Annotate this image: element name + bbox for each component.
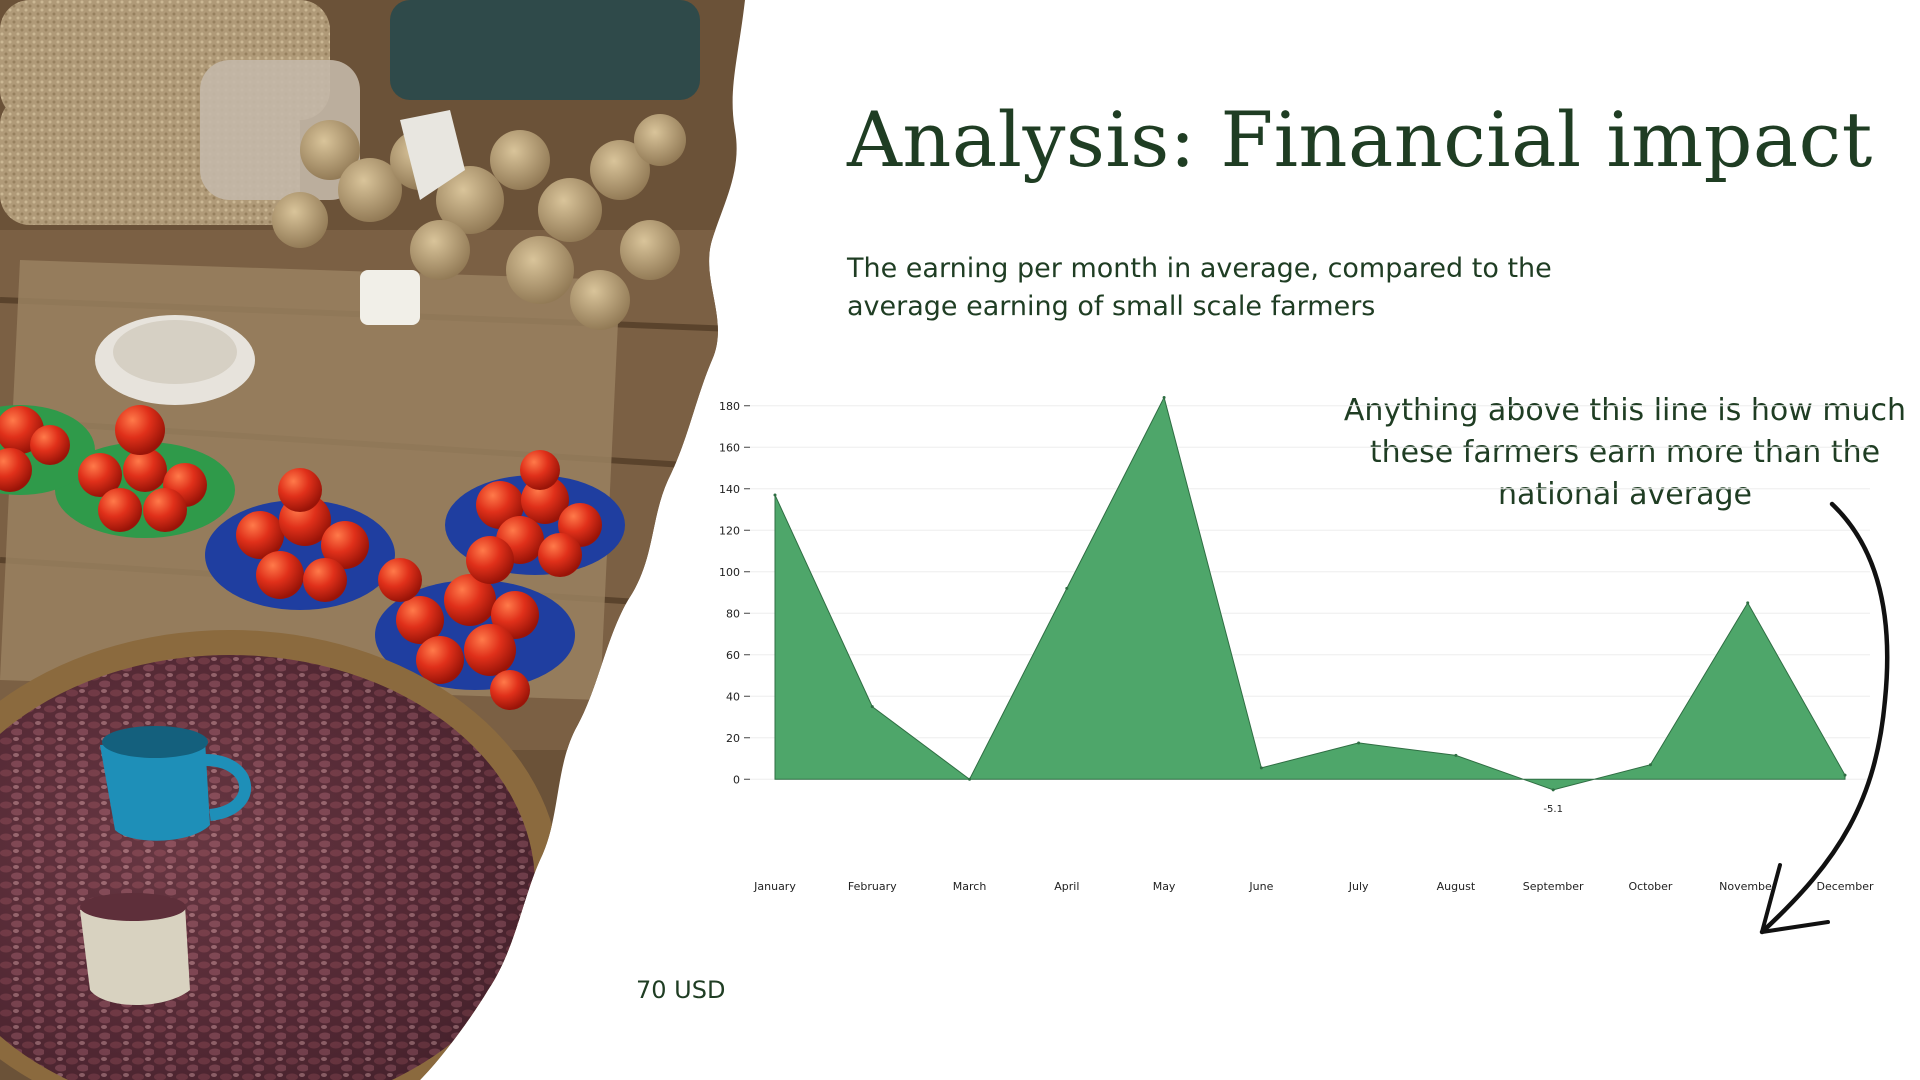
x-tick-label: March: [953, 880, 987, 893]
x-tick-label: January: [753, 880, 796, 893]
y-tick-label: 180: [719, 400, 740, 413]
data-point-september: [1551, 788, 1555, 792]
y-tick-label: 0: [733, 773, 740, 786]
x-tick-label: September: [1523, 880, 1584, 893]
data-point-january: [773, 493, 777, 497]
x-tick-label: June: [1248, 880, 1273, 893]
y-tick-label: 60: [726, 649, 740, 662]
data-point-august: [1454, 753, 1458, 757]
baseline-value-label: 70 USD: [636, 976, 726, 1004]
y-tick-label: 40: [726, 690, 740, 703]
data-point-april: [1065, 586, 1069, 590]
x-tick-label: April: [1054, 880, 1079, 893]
y-tick-label: 140: [719, 483, 740, 496]
data-point-june: [1259, 766, 1263, 770]
data-point-july: [1357, 741, 1361, 745]
area-series: [773, 395, 1847, 792]
x-tick-label: November: [1719, 880, 1777, 893]
area-chart: 0 20 40 60 80 100 120 140 160 180 January February…: [719, 395, 1874, 893]
y-tick-label: 20: [726, 732, 740, 745]
data-point-december: [1843, 773, 1847, 777]
data-labels: -5.1: [1543, 804, 1563, 815]
x-tick-label: February: [848, 880, 897, 893]
y-tick-label: 80: [726, 607, 740, 620]
data-point-may: [1162, 395, 1166, 399]
y-axis-ticks: 0 20 40 60 80 100 120 140 160 180: [719, 400, 750, 786]
market-photo: [0, 0, 745, 1080]
chart-subtitle: The earning per month in average, compar…: [847, 253, 1552, 322]
x-tick-label: May: [1153, 880, 1176, 893]
x-tick-label: December: [1816, 880, 1874, 893]
data-label: -5.1: [1543, 804, 1563, 815]
area-fill: [774, 396, 1846, 791]
y-tick-label: 160: [719, 441, 740, 454]
annotation-text: Anything above this line is how much the…: [1343, 393, 1907, 512]
data-point-february: [870, 705, 874, 709]
data-point-march: [968, 777, 972, 781]
x-tick-label: October: [1628, 880, 1672, 893]
data-point-november: [1746, 601, 1750, 605]
data-point-october: [1648, 763, 1652, 767]
x-tick-label: July: [1348, 880, 1369, 893]
y-tick-label: 120: [719, 524, 740, 537]
y-tick-label: 100: [719, 566, 740, 579]
x-tick-label: August: [1437, 880, 1476, 893]
x-axis-ticks: January February March April May June July Augu…: [753, 880, 1874, 893]
page-title: Analysis: Financial impact: [847, 95, 1873, 184]
